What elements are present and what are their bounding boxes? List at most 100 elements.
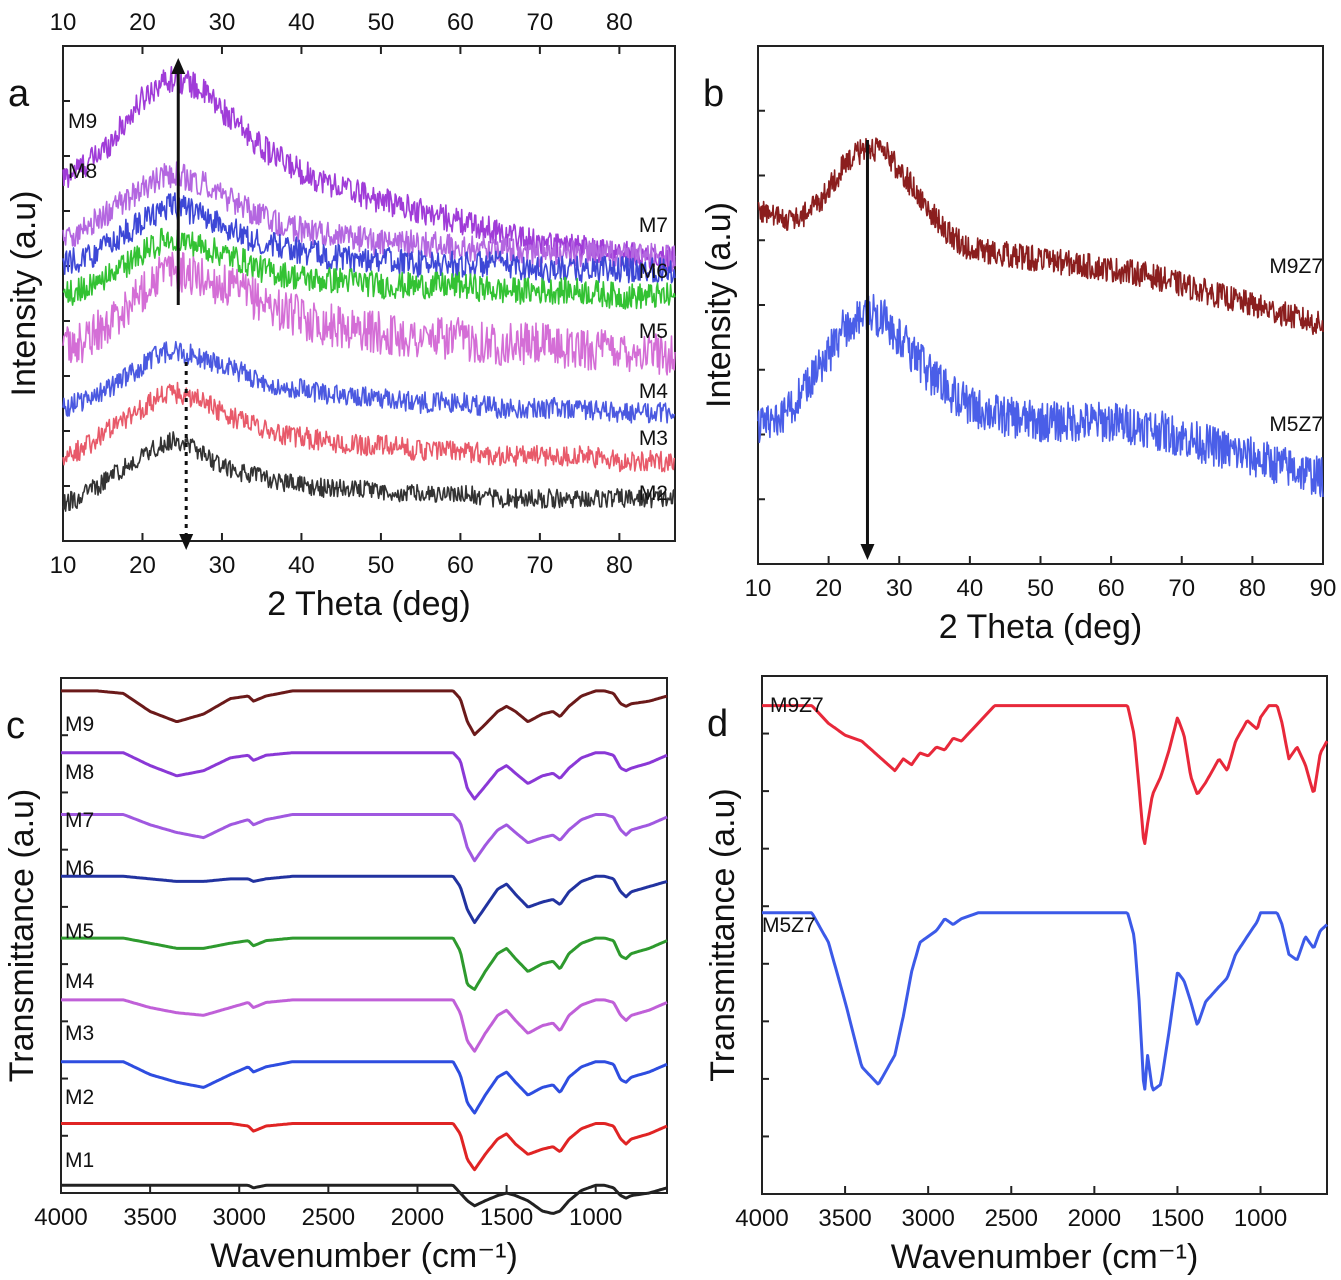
series-line-m9z7	[757, 137, 1324, 336]
series-label-m9: M9	[68, 110, 97, 133]
plot-frame	[62, 45, 676, 542]
series-label-m6: M6	[639, 260, 668, 283]
x-tick-label: 50	[1027, 575, 1054, 602]
x-tick-label: 30	[886, 575, 913, 602]
y-axis-label: Transmittance (a.u)	[704, 788, 742, 1082]
x-tick-label: 90	[1310, 575, 1337, 602]
panel-label: c	[6, 705, 25, 747]
top-x-tick-label: 80	[606, 9, 633, 36]
top-x-tick-label: 50	[368, 9, 395, 36]
series-label-m5: M5	[65, 920, 94, 943]
series-label-m3: M3	[639, 427, 668, 450]
x-tick-label: 3000	[213, 1204, 266, 1231]
x-tick-label: 10	[745, 575, 772, 602]
x-tick-label: 1000	[1234, 1205, 1287, 1232]
x-tick-label: 1500	[480, 1204, 533, 1231]
series-label-m9z7: M9Z7	[770, 694, 824, 717]
x-tick-label: 1500	[1151, 1205, 1204, 1232]
x-axis-label: 2 Theta (deg)	[267, 585, 471, 623]
top-x-tick-label: 20	[129, 9, 156, 36]
top-x-tick-label: 30	[209, 9, 236, 36]
panel-d-ftir-chart: 4000 3500 3000 2500 2000 1500 1000 Wavenumber (…	[704, 675, 1329, 1276]
x-tick-label: 1000	[569, 1204, 622, 1231]
top-x-tick-label: 10	[50, 9, 77, 36]
series-label-m4: M4	[639, 380, 668, 403]
x-tick-label: 80	[1239, 575, 1266, 602]
panel-label: d	[707, 703, 728, 745]
x-tick-label: 50	[368, 552, 395, 579]
series-line-m1	[61, 1183, 668, 1215]
x-tick-label: 30	[209, 552, 236, 579]
top-x-tick-label: 40	[288, 9, 315, 36]
series-line-m4	[62, 340, 676, 424]
series-line-m7	[62, 192, 676, 284]
annotation-arrow-head	[860, 544, 875, 560]
series-line-m2	[62, 431, 676, 512]
series-label-m8: M8	[68, 160, 97, 183]
x-tick-label: 2500	[985, 1205, 1038, 1232]
x-axis-label: Wavenumber (cm⁻¹)	[891, 1238, 1199, 1276]
series-label-m5: M5	[639, 320, 668, 343]
x-tick-label: 40	[957, 575, 984, 602]
panel-c-ftir-chart: 4000 3500 3000 2500 2000 1500 1000 Wavenumber (…	[3, 677, 668, 1275]
series-line-m4	[61, 998, 668, 1053]
series-line-m8	[61, 751, 668, 801]
series-label-m7: M7	[639, 214, 668, 237]
panel-label: a	[8, 73, 30, 115]
series-line-m6	[61, 874, 668, 924]
x-axis-label: Wavenumber (cm⁻¹)	[210, 1237, 518, 1275]
series-line-m5	[61, 936, 668, 991]
y-axis-label: Intensity (a.u)	[700, 202, 738, 408]
panel-a-xrd-chart: 10 20 30 40 50 60 70 80 10 20 30 40 50 60 70 80 2 Theta …	[5, 9, 676, 623]
series-label-m4: M4	[65, 970, 94, 993]
panel-b-xrd-chart: 10 20 30 40 50 60 70 80 90 2 Theta (deg) Intensity…	[700, 45, 1337, 646]
x-tick-label: 4000	[735, 1205, 788, 1232]
series-line-m5z7	[761, 911, 1329, 1092]
series-line-m3	[62, 381, 675, 473]
panel-label: b	[703, 73, 724, 115]
x-tick-label: 40	[288, 552, 315, 579]
x-tick-label: 2000	[391, 1204, 444, 1231]
x-tick-label: 3000	[901, 1205, 954, 1232]
plot-frame	[761, 675, 1328, 1195]
series-label-m7: M7	[65, 809, 94, 832]
x-tick-label: 3500	[818, 1205, 871, 1232]
top-x-tick-label: 70	[527, 9, 554, 36]
x-tick-label: 60	[1098, 575, 1125, 602]
y-axis-label: Intensity (a.u)	[5, 191, 43, 397]
series-line-m5z7	[757, 291, 1324, 498]
x-tick-label: 4000	[34, 1204, 87, 1231]
x-tick-label: 70	[527, 552, 554, 579]
x-axis-label: 2 Theta (deg)	[939, 608, 1143, 646]
series-label-m5z7: M5Z7	[1269, 413, 1323, 436]
x-tick-label: 20	[129, 552, 156, 579]
series-line-m9	[61, 689, 668, 737]
series-label-m6: M6	[65, 857, 94, 880]
series-label-m2: M2	[65, 1086, 94, 1109]
x-tick-label: 70	[1168, 575, 1195, 602]
x-tick-label: 60	[447, 552, 474, 579]
series-line-m3	[61, 1060, 668, 1115]
series-label-m9z7: M9Z7	[1269, 255, 1323, 278]
x-tick-label: 3500	[123, 1204, 176, 1231]
annotation-arrow-head	[179, 534, 194, 550]
y-axis-label: Transmittance (a.u)	[3, 789, 41, 1083]
series-line-m7	[61, 813, 668, 863]
series-label-m2: M2	[639, 482, 668, 505]
x-tick-label: 80	[606, 552, 633, 579]
series-line-m6	[62, 227, 676, 310]
plot-frame	[60, 677, 668, 1194]
series-line-m9z7	[761, 704, 1329, 845]
x-tick-label: 2500	[302, 1204, 355, 1231]
annotation-arrow-head	[171, 58, 186, 74]
x-tick-label: 2000	[1068, 1205, 1121, 1232]
series-line-m2	[61, 1122, 668, 1172]
plot-frame	[757, 45, 1324, 565]
series-label-m1: M1	[65, 1149, 94, 1172]
series-label-m5z7: M5Z7	[762, 914, 816, 937]
series-line-m5	[62, 250, 676, 376]
top-x-tick-label: 60	[447, 9, 474, 36]
x-tick-label: 10	[50, 552, 77, 579]
x-tick-label: 20	[815, 575, 842, 602]
